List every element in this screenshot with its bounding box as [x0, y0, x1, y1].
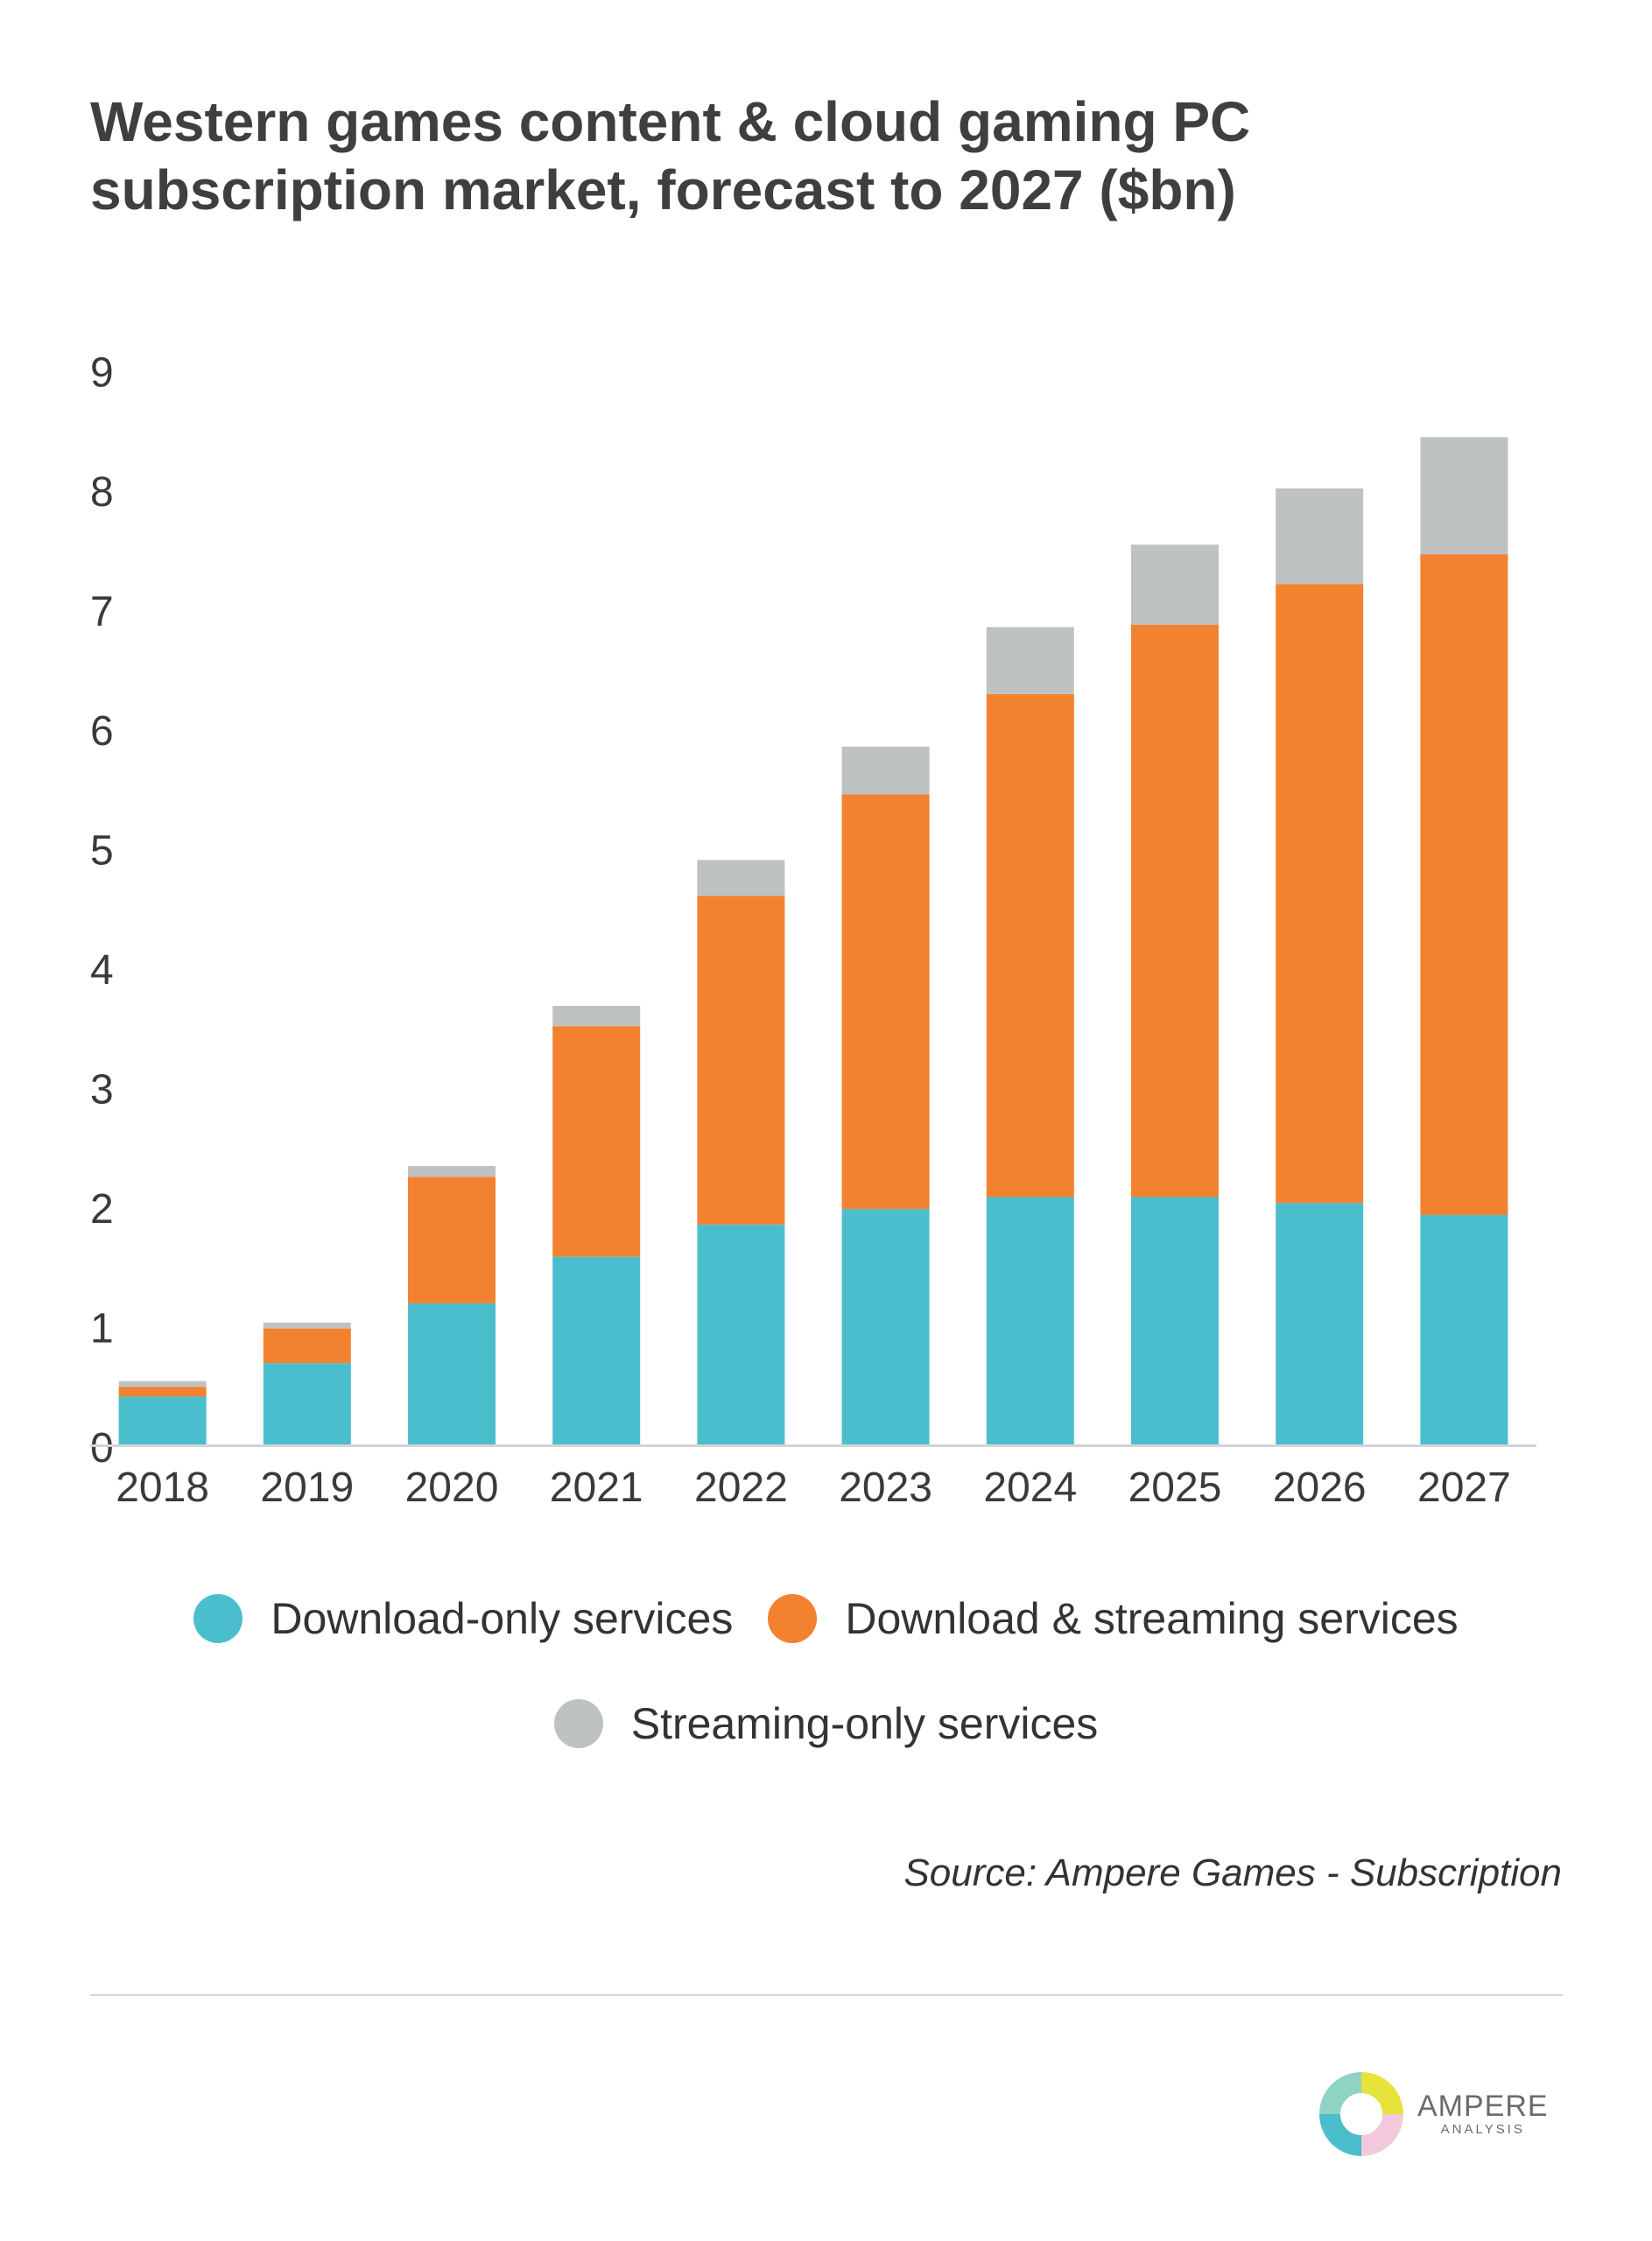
x-tick-label: 2025 [1128, 1465, 1222, 1511]
ampere-logo-wordmark: AMPERE ANALYSIS [1417, 2090, 1549, 2138]
legend-label-download-streaming: Download & streaming services [845, 1594, 1459, 1643]
x-tick-label: 2019 [260, 1465, 354, 1511]
bar-segment-2023-series-1 [841, 794, 930, 1210]
bar-segment-2023-series-0 [841, 1209, 930, 1444]
y-tick-label: 9 [90, 350, 114, 397]
bar-segment-2024-series-0 [986, 1197, 1074, 1444]
legend-item-download-only: Download-only services [193, 1593, 733, 1644]
bar-segment-2024-series-2 [986, 627, 1074, 694]
legend-swatch-download-streaming [768, 1594, 818, 1643]
bar-segment-2021-series-1 [552, 1026, 641, 1257]
bar-segment-2024-series-1 [986, 693, 1074, 1198]
y-tick-label: 5 [90, 828, 114, 875]
legend-swatch-download-only [193, 1594, 243, 1643]
x-tick-label: 2024 [983, 1465, 1077, 1511]
bar-segment-2018-series-0 [118, 1396, 207, 1444]
bars [118, 437, 1508, 1444]
bar-segment-2020-series-1 [408, 1177, 496, 1303]
logo-name: AMPERE [1417, 2090, 1549, 2123]
y-tick-label: 3 [90, 1067, 114, 1113]
bar-segment-2026-series-0 [1276, 1203, 1364, 1444]
divider [90, 1994, 1563, 1996]
legend-item-streaming-only: Streaming-only services [553, 1698, 1099, 1749]
bar-segment-2025-series-2 [1131, 544, 1219, 625]
source-note: Source: Ampere Games - Subscription [903, 1851, 1562, 1894]
bar-segment-2019-series-2 [263, 1322, 351, 1329]
bar-segment-2021-series-0 [552, 1256, 641, 1444]
legend-item-download-streaming: Download & streaming services [768, 1593, 1459, 1644]
y-tick-label: 4 [90, 947, 114, 994]
bar-segment-2022-series-2 [697, 860, 785, 896]
legend-label-streaming-only: Streaming-only services [630, 1699, 1099, 1748]
bar-segment-2019-series-1 [263, 1328, 351, 1364]
x-tick-label: 2020 [405, 1465, 499, 1511]
bar-segment-2022-series-1 [697, 896, 785, 1225]
ampere-logo[interactable]: AMPERE ANALYSIS [1318, 2070, 1549, 2158]
bar-segment-2026-series-2 [1276, 488, 1364, 585]
bar-segment-2018-series-2 [118, 1380, 207, 1387]
legend-swatch-streaming-only [553, 1699, 603, 1748]
bar-segment-2027-series-2 [1420, 437, 1508, 555]
bar-segment-2027-series-0 [1420, 1214, 1508, 1444]
bar-segment-2020-series-0 [408, 1303, 496, 1444]
bar-segment-2021-series-2 [552, 1006, 641, 1027]
bar-segment-2020-series-2 [408, 1165, 496, 1177]
y-tick-label: 2 [90, 1186, 114, 1233]
legend-row-1: Download-only services Download & stream… [0, 1593, 1652, 1644]
bar-segment-2018-series-1 [118, 1387, 207, 1397]
y-tick-label: 8 [90, 469, 114, 516]
bar-segment-2023-series-2 [841, 746, 930, 795]
bar-segment-2022-series-0 [697, 1224, 785, 1444]
x-tick-label: 2021 [550, 1465, 643, 1511]
chart-title: Western games content & cloud gaming PC … [90, 90, 1251, 221]
bar-segment-2025-series-1 [1131, 624, 1219, 1198]
bar-segment-2026-series-1 [1276, 584, 1364, 1204]
logo-sub: ANALYSIS [1440, 2122, 1525, 2137]
x-tick-label: 2018 [116, 1465, 209, 1511]
y-axis-ticks: 0 1 2 3 4 5 6 7 8 9 [90, 350, 114, 1472]
ampere-logo-icon [1319, 2072, 1403, 2156]
x-tick-label: 2027 [1417, 1465, 1511, 1511]
bar-segment-2025-series-0 [1131, 1197, 1219, 1444]
bar-segment-2019-series-0 [263, 1363, 351, 1444]
x-tick-label: 2023 [839, 1465, 932, 1511]
x-tick-label: 2022 [694, 1465, 788, 1511]
y-tick-label: 7 [90, 589, 114, 636]
legend-label-download-only: Download-only services [271, 1594, 734, 1643]
y-tick-label: 1 [90, 1306, 114, 1352]
x-axis-ticks: 2018 2019 2020 2021 2022 2023 2024 2025 2026 2027 [116, 1465, 1511, 1511]
bar-segment-2027-series-1 [1420, 554, 1508, 1215]
y-tick-label: 6 [90, 708, 114, 755]
legend-row-2: Streaming-only services [0, 1698, 1652, 1749]
y-tick-label: 0 [90, 1425, 114, 1472]
x-tick-label: 2026 [1273, 1465, 1367, 1511]
